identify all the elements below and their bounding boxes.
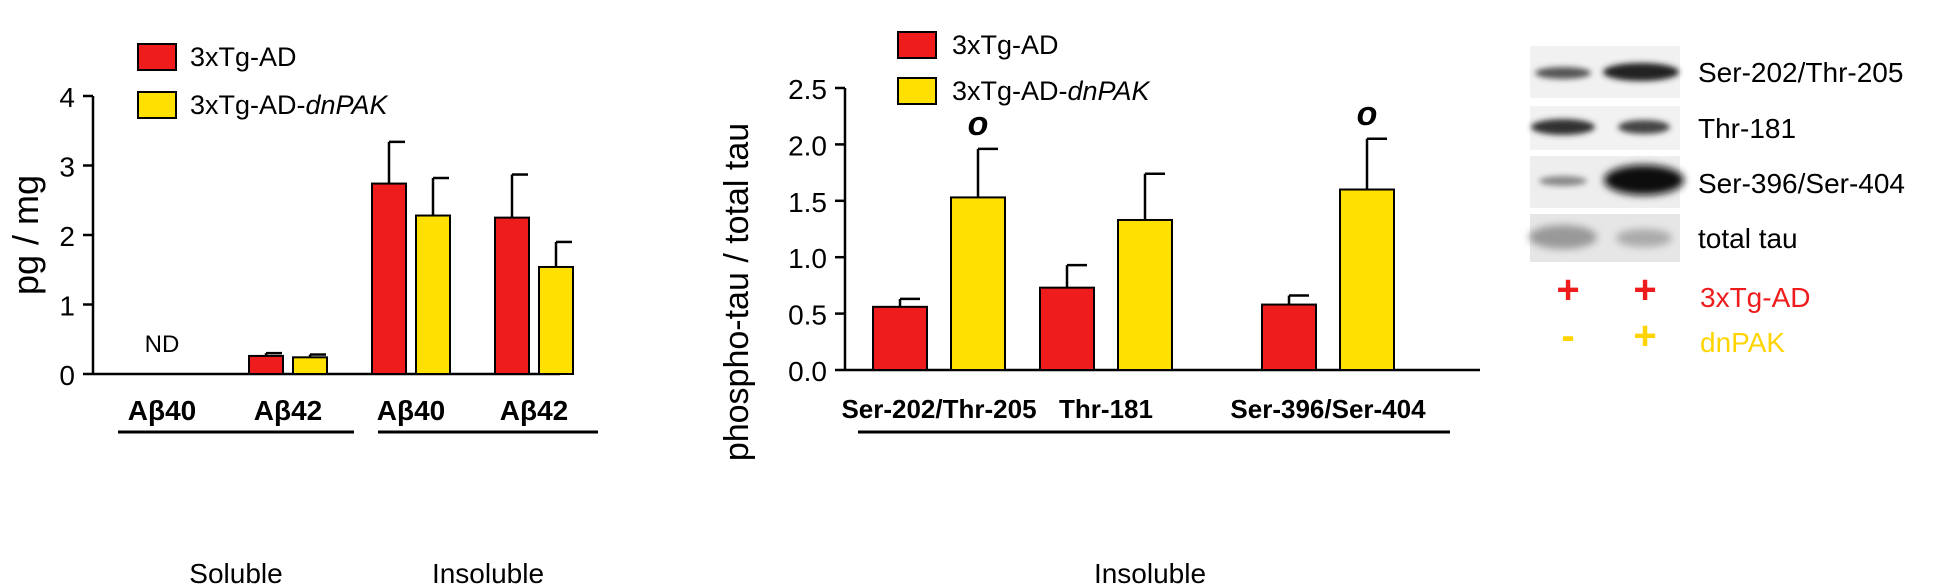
significance-mark: o (968, 105, 989, 143)
legend-label: 3xTg-AD (190, 42, 297, 72)
y-tick-label: 1 (59, 291, 75, 322)
legend: 3xTg-AD 3xTg-AD-dnPAK (897, 30, 1151, 106)
group-label: Insoluble (1094, 558, 1206, 584)
legend-swatch-yellow (897, 77, 937, 105)
y-axis-label: phospho-tau / total tau (718, 123, 756, 461)
legend-swatch-red (897, 31, 937, 59)
blot-row-label: dnPAK (1700, 327, 1785, 358)
axes: 0 1 2 3 4 (59, 82, 560, 391)
x-tick-labels: Ser-202/Thr-205 Thr-181 Ser-396/Ser-404 (841, 394, 1426, 424)
bars (248, 140, 574, 376)
phospho-tau-chart: 3xTg-AD 3xTg-AD-dnPAK 0.0 0.5 1.0 1.5 2.0 2.5… (718, 30, 1480, 584)
blot-band-row (1529, 214, 1680, 262)
y-tick-label: 3 (59, 152, 75, 183)
legend-label: 3xTg-AD (952, 30, 1059, 60)
bar (1117, 218, 1173, 371)
x-tick-label: Aβ40 (128, 395, 196, 426)
legend-label: 3xTg-AD-dnPAK (190, 90, 389, 120)
bar (1339, 188, 1395, 371)
blot-band-label: Ser-202/Thr-205 (1698, 57, 1903, 88)
blot-band-row (1530, 156, 1684, 208)
bars (872, 137, 1395, 372)
y-axis-label: pg / mg (5, 175, 46, 295)
bar (415, 214, 451, 375)
blot-sign: + (1633, 268, 1656, 312)
legend-label: 3xTg-AD-dnPAK (952, 76, 1151, 106)
blot-sign: + (1556, 268, 1579, 312)
x-tick-label: Aβ40 (377, 395, 445, 426)
y-tick-label: 2.0 (788, 130, 827, 161)
blot-sign: + (1633, 314, 1656, 358)
bar (950, 196, 1006, 371)
legend: 3xTg-AD 3xTg-AD-dnPAK (137, 42, 389, 120)
bar (872, 305, 928, 371)
bar (538, 265, 574, 375)
x-tick-label: Aβ42 (500, 395, 568, 426)
legend-swatch-yellow (137, 91, 177, 119)
blot-row-label: 3xTg-AD (1700, 282, 1810, 313)
y-tick-label: 2.5 (788, 74, 827, 105)
blot-band-row (1530, 106, 1680, 150)
bar (494, 216, 530, 375)
x-tick-label: Aβ42 (254, 395, 322, 426)
nd-annotation: ND (145, 331, 180, 358)
x-tick-label: Ser-202/Thr-205 (841, 394, 1036, 424)
y-tick-label: 0.5 (788, 300, 827, 331)
blot-band-label: Thr-181 (1698, 113, 1796, 144)
blot-band-label: Ser-396/Ser-404 (1698, 168, 1905, 199)
bar (292, 356, 328, 376)
y-tick-label: 4 (59, 82, 75, 113)
y-tick-label: 1.5 (788, 187, 827, 218)
blot-sign: - (1561, 314, 1574, 358)
bar (1039, 286, 1095, 372)
blot-band-row (1530, 46, 1680, 98)
group-label: Insoluble (432, 558, 544, 584)
x-tick-label: Thr-181 (1059, 394, 1153, 424)
x-tick-labels: Aβ40 Aβ42 Aβ40 Aβ42 (128, 395, 568, 426)
y-tick-label: 1.0 (788, 243, 827, 274)
x-tick-label: Ser-396/Ser-404 (1230, 394, 1426, 424)
group-label: Soluble (189, 558, 282, 584)
y-tick-label: 2 (59, 221, 75, 252)
western-blot: Ser-202/Thr-205 Thr-181 Ser-396/Ser-404 … (1529, 46, 1905, 358)
blot-band-label: total tau (1698, 223, 1798, 254)
bar (371, 182, 407, 375)
legend-swatch-red (137, 43, 177, 71)
bar (1261, 303, 1317, 371)
y-tick-label: 0.0 (788, 356, 827, 387)
y-tick-label: 0 (59, 360, 75, 391)
significance-mark: o (1357, 95, 1378, 133)
bar (248, 354, 284, 375)
